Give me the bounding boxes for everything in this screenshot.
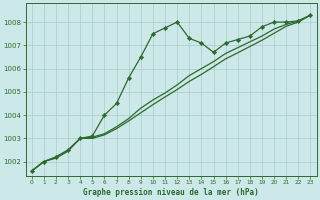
X-axis label: Graphe pression niveau de la mer (hPa): Graphe pression niveau de la mer (hPa): [83, 188, 259, 197]
